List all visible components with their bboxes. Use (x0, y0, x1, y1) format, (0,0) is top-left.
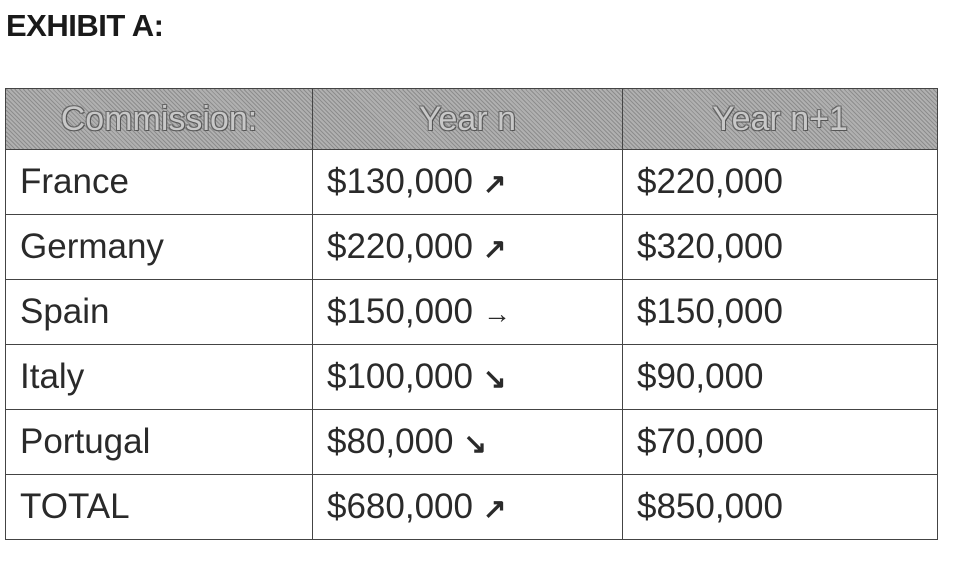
table-row: Germany $220,000 ↗ $320,000 (5, 214, 938, 280)
year-n-value: $130,000 (327, 162, 473, 201)
arrow-down-right-icon: ↘ (463, 428, 487, 459)
year-n1-cell: $70,000 (622, 409, 938, 475)
country-cell: TOTAL (5, 474, 313, 540)
year-n-cell: $80,000 ↘ (312, 409, 623, 475)
year-n-value: $680,000 (327, 487, 473, 526)
header-year-n1: Year n+1 (622, 88, 938, 150)
year-n-value: $150,000 (327, 292, 473, 331)
country-cell: Portugal (5, 409, 313, 475)
year-n-cell: $680,000 ↗ (312, 474, 623, 540)
year-n-cell: $150,000 → (312, 279, 623, 345)
year-n-cell: $100,000 ↘ (312, 344, 623, 410)
year-n-cell: $220,000 ↗ (312, 214, 623, 280)
year-n-value: $220,000 (327, 227, 473, 266)
table-row: France $130,000 ↗ $220,000 (5, 149, 938, 215)
year-n1-cell: $320,000 (622, 214, 938, 280)
header-year-n: Year n (312, 88, 623, 150)
year-n1-cell: $90,000 (622, 344, 938, 410)
arrow-down-right-icon: ↘ (482, 363, 507, 394)
year-n1-cell: $850,000 (622, 474, 938, 540)
arrow-up-right-icon: ↗ (482, 493, 507, 524)
header-row: Commission: Year n Year n+1 (5, 88, 938, 150)
arrow-up-right-icon: ↗ (482, 168, 507, 199)
year-n-value: $80,000 (327, 422, 454, 461)
header-commission: Commission: (5, 88, 313, 150)
year-n1-cell: $220,000 (622, 149, 938, 215)
exhibit-title: EXHIBIT A: (6, 8, 164, 43)
country-cell: Spain (5, 279, 313, 345)
year-n-value: $100,000 (327, 357, 473, 396)
arrow-up-right-icon: ↗ (482, 233, 507, 264)
commission-table: Commission: Year n Year n+1 France $130,0… (5, 88, 938, 540)
country-cell: France (5, 149, 313, 215)
country-cell: Germany (5, 214, 313, 280)
year-n1-cell: $150,000 (622, 279, 938, 345)
table-row: Portugal $80,000 ↘ $70,000 (5, 409, 938, 475)
table-row: Spain $150,000 → $150,000 (5, 279, 938, 345)
table-row: TOTAL $680,000 ↗ $850,000 (5, 474, 938, 540)
country-cell: Italy (5, 344, 313, 410)
table-row: Italy $100,000 ↘ $90,000 (5, 344, 938, 410)
year-n-cell: $130,000 ↗ (312, 149, 623, 215)
arrow-right-icon: → (482, 298, 511, 329)
